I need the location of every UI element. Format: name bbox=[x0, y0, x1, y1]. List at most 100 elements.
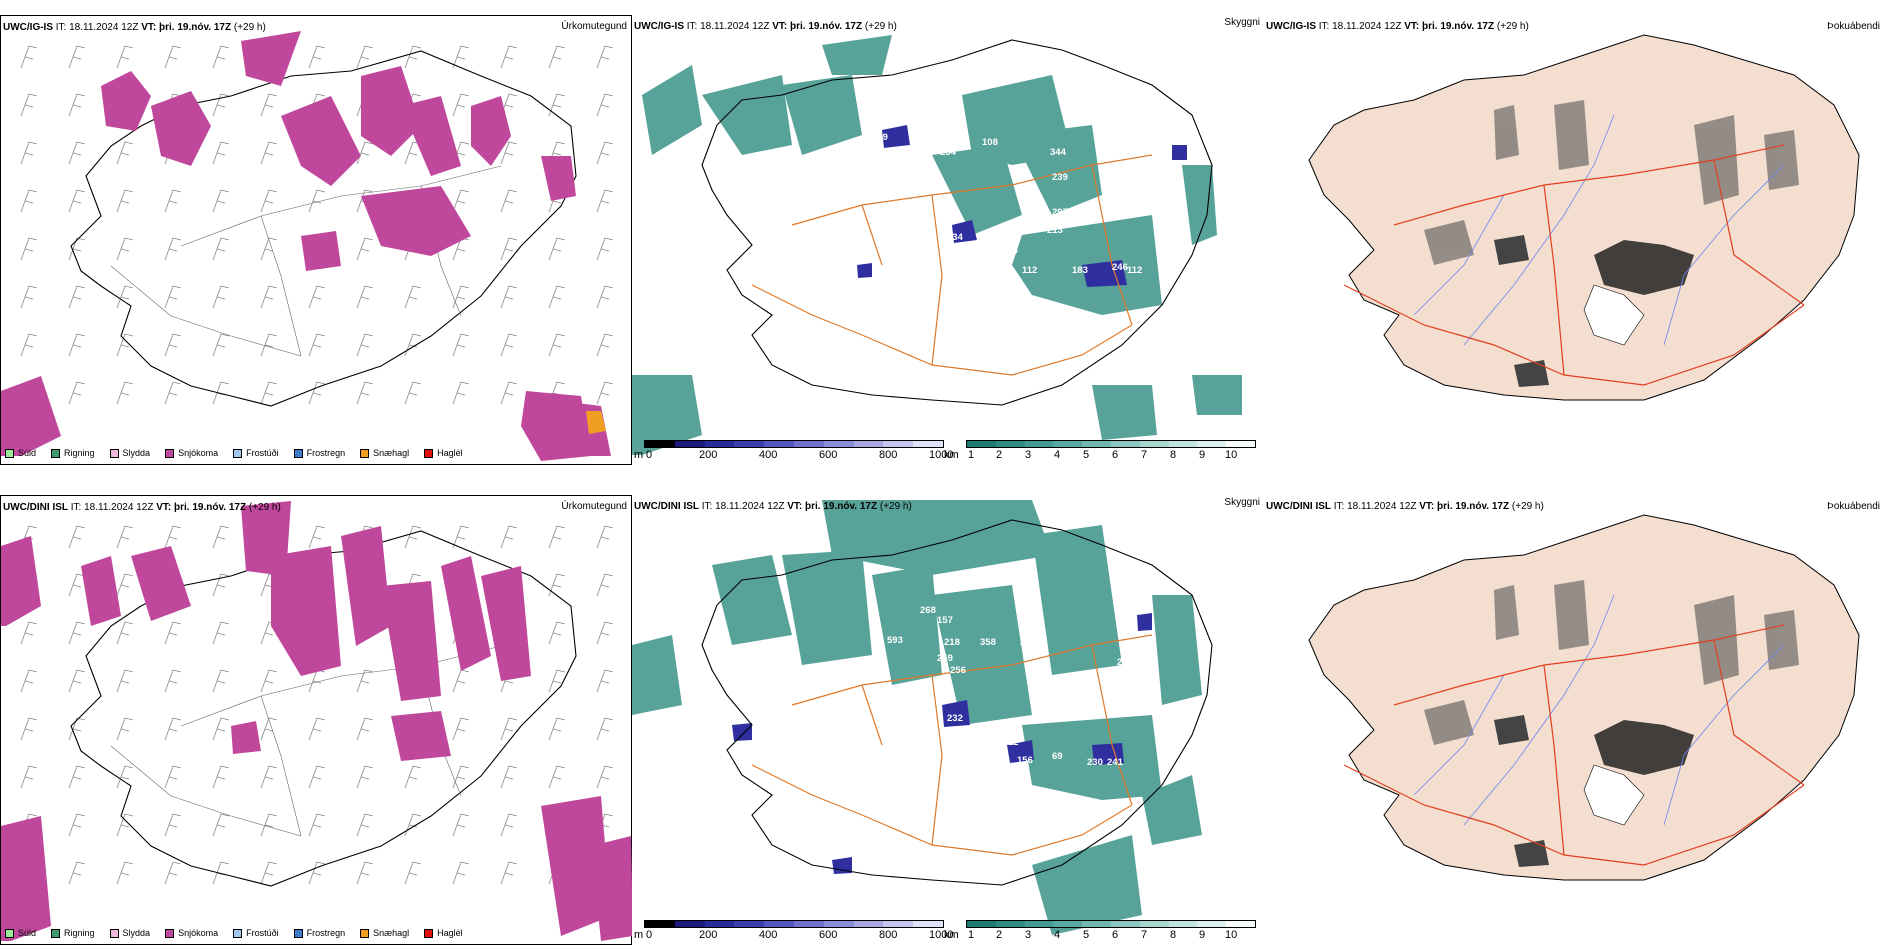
peak-height-label: 241 bbox=[1107, 757, 1124, 768]
wind-barb bbox=[500, 861, 518, 885]
legend-swatch bbox=[5, 448, 14, 458]
wind-barb bbox=[20, 717, 38, 741]
roads bbox=[110, 165, 502, 357]
glacier-dark bbox=[1514, 840, 1549, 867]
roads bbox=[110, 645, 502, 837]
wind-barb bbox=[20, 621, 38, 645]
roads bbox=[1343, 624, 1805, 866]
wind-barb bbox=[500, 141, 518, 165]
peak-height-label: 230 bbox=[1087, 757, 1103, 768]
wind-barb bbox=[164, 189, 182, 213]
wind-barb bbox=[20, 45, 38, 69]
height-tick: 400 bbox=[759, 929, 778, 941]
legend-item-frostregn: Frostregn bbox=[293, 448, 345, 458]
wind-barb bbox=[212, 45, 230, 69]
wind-barb bbox=[452, 717, 470, 741]
peak-height-label: 219 bbox=[872, 132, 888, 143]
wind-barb bbox=[596, 285, 614, 309]
legend-swatch bbox=[424, 928, 434, 938]
wind-barb bbox=[404, 765, 422, 789]
wind-barb bbox=[452, 669, 470, 693]
panel-header: UWC/IG-IS IT: 18.11.2024 12Z VT: þri. 19… bbox=[634, 21, 897, 32]
peak-height-label: 156 bbox=[937, 135, 953, 146]
height-tick: 1000 bbox=[929, 929, 954, 941]
wind-barb bbox=[452, 45, 470, 69]
legend-item-snjokoma: Snjókoma bbox=[165, 448, 218, 458]
height-colorbar-bar bbox=[644, 920, 944, 928]
peak-height-label: 246 bbox=[1112, 262, 1128, 273]
wind-barb bbox=[260, 669, 278, 693]
legend-item-rigning: Rigning bbox=[51, 928, 95, 938]
wind-barb bbox=[308, 861, 326, 885]
wind-barb bbox=[548, 45, 566, 69]
legend-item-sudl: Súld bbox=[5, 448, 36, 458]
legend-swatch bbox=[5, 928, 14, 938]
visibility-tick: 8 bbox=[1170, 449, 1177, 461]
visibility-tick: 10 bbox=[1225, 449, 1238, 461]
peak-height-label: 53 bbox=[1110, 697, 1121, 708]
rivers bbox=[1413, 594, 1785, 826]
wind-barb bbox=[452, 333, 470, 357]
wind-barb bbox=[68, 45, 86, 69]
height-tick: 600 bbox=[819, 929, 838, 941]
rivers bbox=[1413, 114, 1785, 346]
wind-barb bbox=[500, 525, 518, 549]
height-colorbar-bar bbox=[644, 440, 944, 448]
wind-barb bbox=[404, 45, 422, 69]
visibility-tick: 4 bbox=[1054, 929, 1061, 941]
glacier-white bbox=[1583, 284, 1645, 346]
wind-barb bbox=[452, 285, 470, 309]
wind-barb bbox=[212, 621, 230, 645]
wind-barb bbox=[356, 237, 374, 261]
wind-barb bbox=[260, 861, 278, 885]
wind-barb bbox=[404, 525, 422, 549]
wind-barb bbox=[116, 861, 134, 885]
wind-barb bbox=[68, 285, 86, 309]
wind-barb bbox=[164, 45, 182, 69]
height-tick: 800 bbox=[879, 929, 898, 941]
legend-item-rigning: Rigning bbox=[51, 448, 95, 458]
legend-item-sudl: Súld bbox=[5, 928, 36, 938]
glacier-dark bbox=[1594, 240, 1694, 295]
visibility-tick: 5 bbox=[1083, 449, 1090, 461]
legend-item-frostudi: Frostúði bbox=[233, 448, 279, 458]
visibility-tick: 2 bbox=[996, 929, 1003, 941]
peak-height-label: 239 bbox=[1052, 172, 1068, 183]
wind-barb bbox=[452, 861, 470, 885]
legend-swatch bbox=[233, 448, 243, 458]
wind-barb bbox=[68, 621, 86, 645]
panel-header: UWC/IG-IS IT: 18.11.2024 12Z VT: þri. 19… bbox=[3, 22, 266, 33]
wind-barb bbox=[116, 45, 134, 69]
legend-swatch bbox=[360, 448, 370, 458]
wind-barb bbox=[212, 285, 230, 309]
cloud-areas bbox=[632, 35, 1242, 455]
wind-barb bbox=[308, 285, 326, 309]
peak-height-label: 80 bbox=[907, 167, 918, 178]
iceland-land bbox=[1308, 514, 1860, 881]
height-tick: 200 bbox=[699, 929, 718, 941]
iceland-outline bbox=[701, 519, 1213, 886]
peak-height-label: 69 bbox=[1052, 751, 1063, 762]
wind-barb bbox=[212, 237, 230, 261]
peak-height-label: 344 bbox=[937, 115, 954, 126]
wind-barb bbox=[404, 813, 422, 837]
visibility-title: Skyggni bbox=[1224, 497, 1260, 508]
wind-barb bbox=[260, 381, 278, 405]
wind-barb bbox=[212, 93, 230, 117]
visibility-tick: 7 bbox=[1141, 929, 1148, 941]
peak-height-label: 182 bbox=[812, 727, 828, 738]
wind-barb bbox=[356, 717, 374, 741]
height-tick: 1000 bbox=[929, 449, 954, 461]
legend-item-snaehagl: Snæhagl bbox=[360, 928, 409, 938]
visibility-tick: 6 bbox=[1112, 929, 1119, 941]
wind-barb bbox=[500, 285, 518, 309]
height-tick: 600 bbox=[819, 449, 838, 461]
wind-barb bbox=[20, 285, 38, 309]
peak-height-label: 112 bbox=[1127, 265, 1142, 276]
peak-height-label: 124 bbox=[1120, 627, 1137, 638]
wind-barb bbox=[68, 861, 86, 885]
wind-barb bbox=[116, 333, 134, 357]
wind-barb bbox=[596, 237, 614, 261]
wind-barb bbox=[548, 333, 566, 357]
